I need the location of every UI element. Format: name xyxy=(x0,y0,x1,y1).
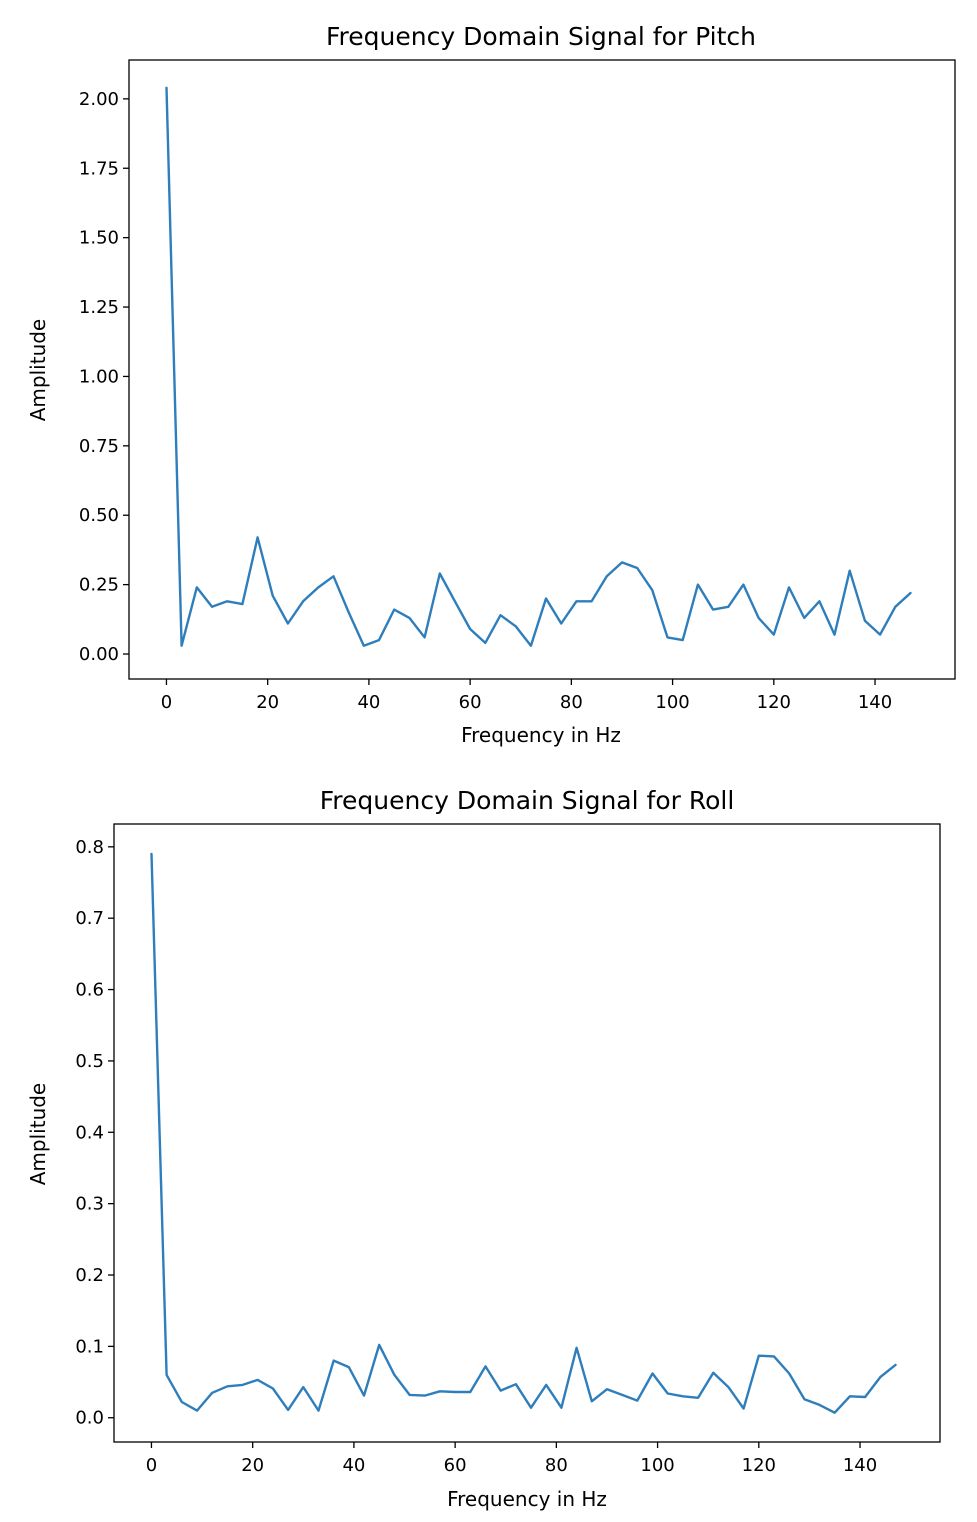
pitch-x-tick-label: 140 xyxy=(858,692,892,713)
roll-x-ticks: 0 20 40 60 80 100 120 140 xyxy=(146,1442,877,1476)
roll-y-tick-label: 0.8 xyxy=(75,837,104,858)
roll-y-axis-label: Amplitude xyxy=(26,1083,50,1186)
roll-x-tick-label: 0 xyxy=(146,1455,157,1476)
roll-y-tick-label: 0.1 xyxy=(75,1336,104,1357)
roll-y-ticks: 0.0 0.1 0.2 0.3 0.4 0.5 0.6 0.7 0.8 xyxy=(75,837,114,1429)
roll-y-tick-label: 0.0 xyxy=(75,1408,104,1429)
roll-y-tick-label: 0.3 xyxy=(75,1194,104,1215)
roll-y-tick-label: 0.2 xyxy=(75,1265,104,1286)
pitch-chart-title: Frequency Domain Signal for Pitch xyxy=(326,22,756,51)
roll-x-tick-label: 120 xyxy=(742,1455,776,1476)
pitch-x-tick-label: 20 xyxy=(256,692,279,713)
roll-x-tick-label: 140 xyxy=(843,1455,877,1476)
roll-y-tick-label: 0.6 xyxy=(75,980,104,1001)
pitch-x-ticks: 0 20 40 60 80 100 120 140 xyxy=(161,679,892,713)
roll-x-tick-label: 60 xyxy=(444,1455,467,1476)
pitch-y-tick-label: 0.25 xyxy=(79,575,119,596)
pitch-x-tick-label: 40 xyxy=(357,692,380,713)
pitch-plot-frame xyxy=(128,59,956,680)
pitch-y-tick-label: 2.00 xyxy=(79,89,119,110)
pitch-y-tick-label: 1.25 xyxy=(79,297,119,318)
pitch-series-line xyxy=(165,86,912,647)
roll-series-line xyxy=(150,852,897,1414)
pitch-y-tick-label: 1.00 xyxy=(79,366,119,387)
roll-y-tick-label: 0.7 xyxy=(75,908,104,929)
roll-x-tick-label: 20 xyxy=(241,1455,264,1476)
pitch-x-tick-label: 60 xyxy=(459,692,482,713)
roll-y-tick-label: 0.4 xyxy=(75,1122,104,1143)
roll-chart-title: Frequency Domain Signal for Roll xyxy=(320,786,735,815)
pitch-y-tick-label: 1.50 xyxy=(79,228,119,249)
pitch-y-ticks: 0.00 0.25 0.50 0.75 1.00 1.25 1.50 1.75 2.00 xyxy=(79,89,129,665)
roll-chart: Frequency Domain Signal for Roll Frequen… xyxy=(26,786,941,1511)
pitch-x-tick-label: 120 xyxy=(757,692,791,713)
roll-x-tick-label: 40 xyxy=(342,1455,365,1476)
pitch-y-tick-label: 0.00 xyxy=(79,644,119,665)
roll-x-axis-label: Frequency in Hz xyxy=(447,1487,607,1511)
pitch-x-axis-label: Frequency in Hz xyxy=(461,723,621,747)
pitch-y-tick-label: 0.75 xyxy=(79,436,119,457)
pitch-x-tick-label: 0 xyxy=(161,692,172,713)
roll-x-tick-label: 100 xyxy=(640,1455,674,1476)
pitch-x-tick-label: 100 xyxy=(655,692,689,713)
pitch-y-tick-label: 1.75 xyxy=(79,158,119,179)
roll-plot-frame xyxy=(113,823,941,1443)
pitch-y-tick-label: 0.50 xyxy=(79,505,119,526)
roll-x-tick-label: 80 xyxy=(545,1455,568,1476)
pitch-y-axis-label: Amplitude xyxy=(26,319,50,422)
pitch-chart: Frequency Domain Signal for Pitch Freque… xyxy=(26,22,956,747)
roll-y-tick-label: 0.5 xyxy=(75,1051,104,1072)
pitch-x-tick-label: 80 xyxy=(560,692,583,713)
